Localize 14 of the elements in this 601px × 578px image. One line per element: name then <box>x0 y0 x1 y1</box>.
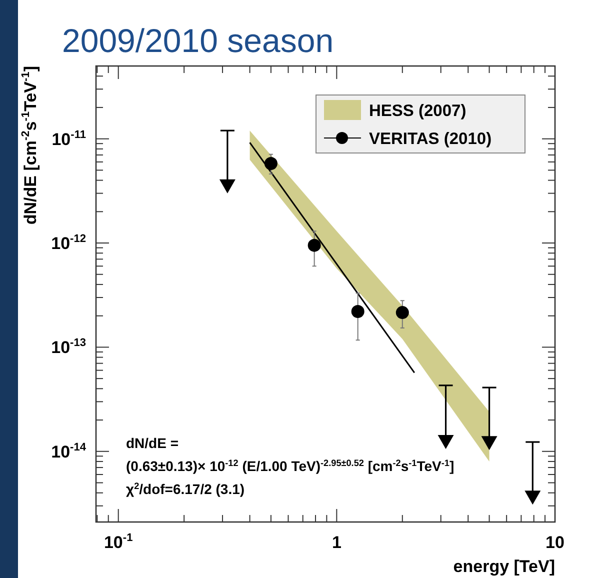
x-axis-title: energy [TeV] <box>453 557 555 576</box>
legend-label: HESS (2007) <box>369 102 466 120</box>
text: (0.63±0.13)× 10$^{-12}$ (E/1.00 TeV)$^{-2.95±0.52}$ [cm$^{-2}$s$^{-1}$TeV$^{-1}$] <box>126 458 454 474</box>
y-tick-label: 10$^{-14}$ <box>51 442 87 462</box>
annotation: dN/dE = <box>126 435 179 451</box>
x-tick-label: 10 <box>546 533 564 552</box>
x-tick-label: 1 <box>332 533 342 552</box>
legend-label: VERITAS (2010) <box>369 130 492 148</box>
x-tick-label: 10$^{-1}$ <box>104 532 133 552</box>
y-tick-label: 10$^{-11}$ <box>52 129 86 149</box>
y-tick-label: 10$^{-13}$ <box>51 338 86 358</box>
annotation: χ$^{2}$/dof=6.17/2 (3.1) <box>126 480 245 497</box>
chart-title: 2009/2010 season <box>62 22 334 59</box>
y-tick-label: 10$^{-12}$ <box>51 233 86 254</box>
